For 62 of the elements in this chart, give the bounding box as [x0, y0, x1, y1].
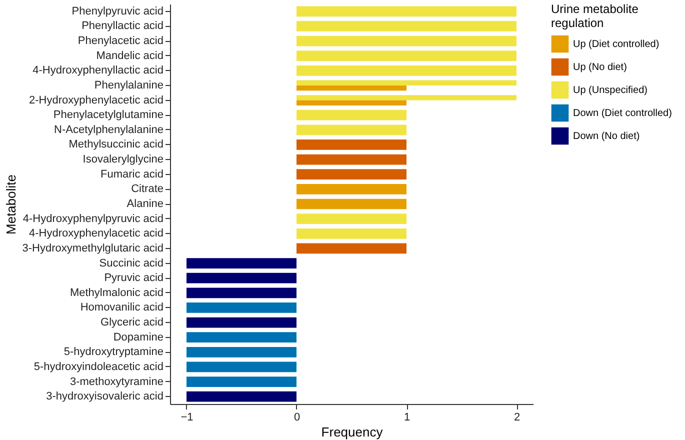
y-tick-label: Isovalerylglycine [82, 154, 164, 166]
y-tick-label: Phenylpyruvic acid [72, 5, 164, 18]
y-tick-label: 2-Hydroxyphenylacetic acid [28, 94, 164, 106]
y-tick-label: Methylsuccinic acid [68, 138, 164, 151]
x-tick-label: 1 [404, 412, 410, 424]
bar [186, 272, 296, 284]
bar [296, 50, 516, 62]
y-tick-label: Mandelic acid [96, 50, 164, 62]
bar [296, 169, 406, 180]
y-tick-label: Phenyllactic acid [82, 20, 164, 32]
bar [186, 391, 296, 402]
bar [186, 288, 296, 298]
y-tick-label: Phenylacetic acid [78, 35, 164, 48]
bar [296, 214, 406, 224]
legend-label: Up (No diet) [573, 62, 627, 73]
y-tick-label: 3-hydroxyisovaleric acid [46, 390, 164, 403]
bar [296, 36, 516, 46]
bar [296, 140, 406, 150]
bar [186, 362, 296, 372]
bar [186, 332, 296, 343]
bar [296, 228, 406, 239]
x-tick-label: −1 [180, 412, 194, 424]
legend-label: Up (Diet controlled) [573, 39, 660, 50]
y-tick-label: Homovanilic acid [80, 302, 164, 314]
y-tick-label: Pyruvic acid [104, 272, 164, 284]
y-tick-label: 4-Hydroxyphenyllactic acid [32, 64, 164, 77]
y-tick-label: 4-Hydroxyphenylacetic acid [28, 228, 164, 240]
legend-label: Up (Unspecified) [573, 85, 648, 96]
bar [186, 317, 296, 328]
x-tick-label: 0 [294, 412, 300, 424]
y-tick-label: Alanine [126, 198, 164, 210]
y-tick-label: Phenylalanine [94, 79, 164, 92]
y-tick-label: 3-Hydroxymethylglutaric acid [22, 242, 164, 254]
y-tick-label: Citrate [131, 183, 164, 196]
y-tick-label: Succinic acid [99, 257, 164, 270]
y-tick-label: Dopamine [113, 331, 164, 344]
y-tick-label: 4-Hydroxyphenylpyruvic acid [22, 212, 164, 225]
y-tick-label: 5-hydroxytryptamine [64, 346, 164, 358]
y-tick-label: 5-hydroxyindoleacetic acid [34, 360, 164, 373]
bar [296, 21, 516, 32]
y-axis-title: Metabolite [3, 174, 18, 234]
bar [296, 6, 516, 17]
bar [186, 376, 296, 387]
bar [296, 243, 406, 254]
bar [296, 110, 406, 120]
legend-label: Down (No diet) [573, 131, 640, 142]
x-tick-label: 2 [514, 412, 520, 424]
y-tick-label: 3-methoxytyramine [70, 376, 164, 388]
bar [296, 154, 406, 165]
y-tick-label: Glyceric acid [100, 316, 164, 329]
bar [296, 124, 406, 136]
x-axis-title: Frequency [321, 424, 384, 440]
legend-label: Down (Diet controlled) [573, 108, 672, 119]
y-tick-label: Phenylacetylglutamine [53, 109, 164, 122]
bar [186, 302, 296, 313]
bar [186, 346, 296, 358]
y-tick-label: Fumaric acid [100, 168, 164, 180]
y-tick-label: N-Acetylphenylalanine [54, 124, 164, 136]
y-tick-label: Methylmalonic acid [70, 286, 164, 299]
bar [296, 65, 516, 76]
bar [186, 258, 296, 268]
legend-title: Urine metabolite regulation [551, 2, 639, 30]
